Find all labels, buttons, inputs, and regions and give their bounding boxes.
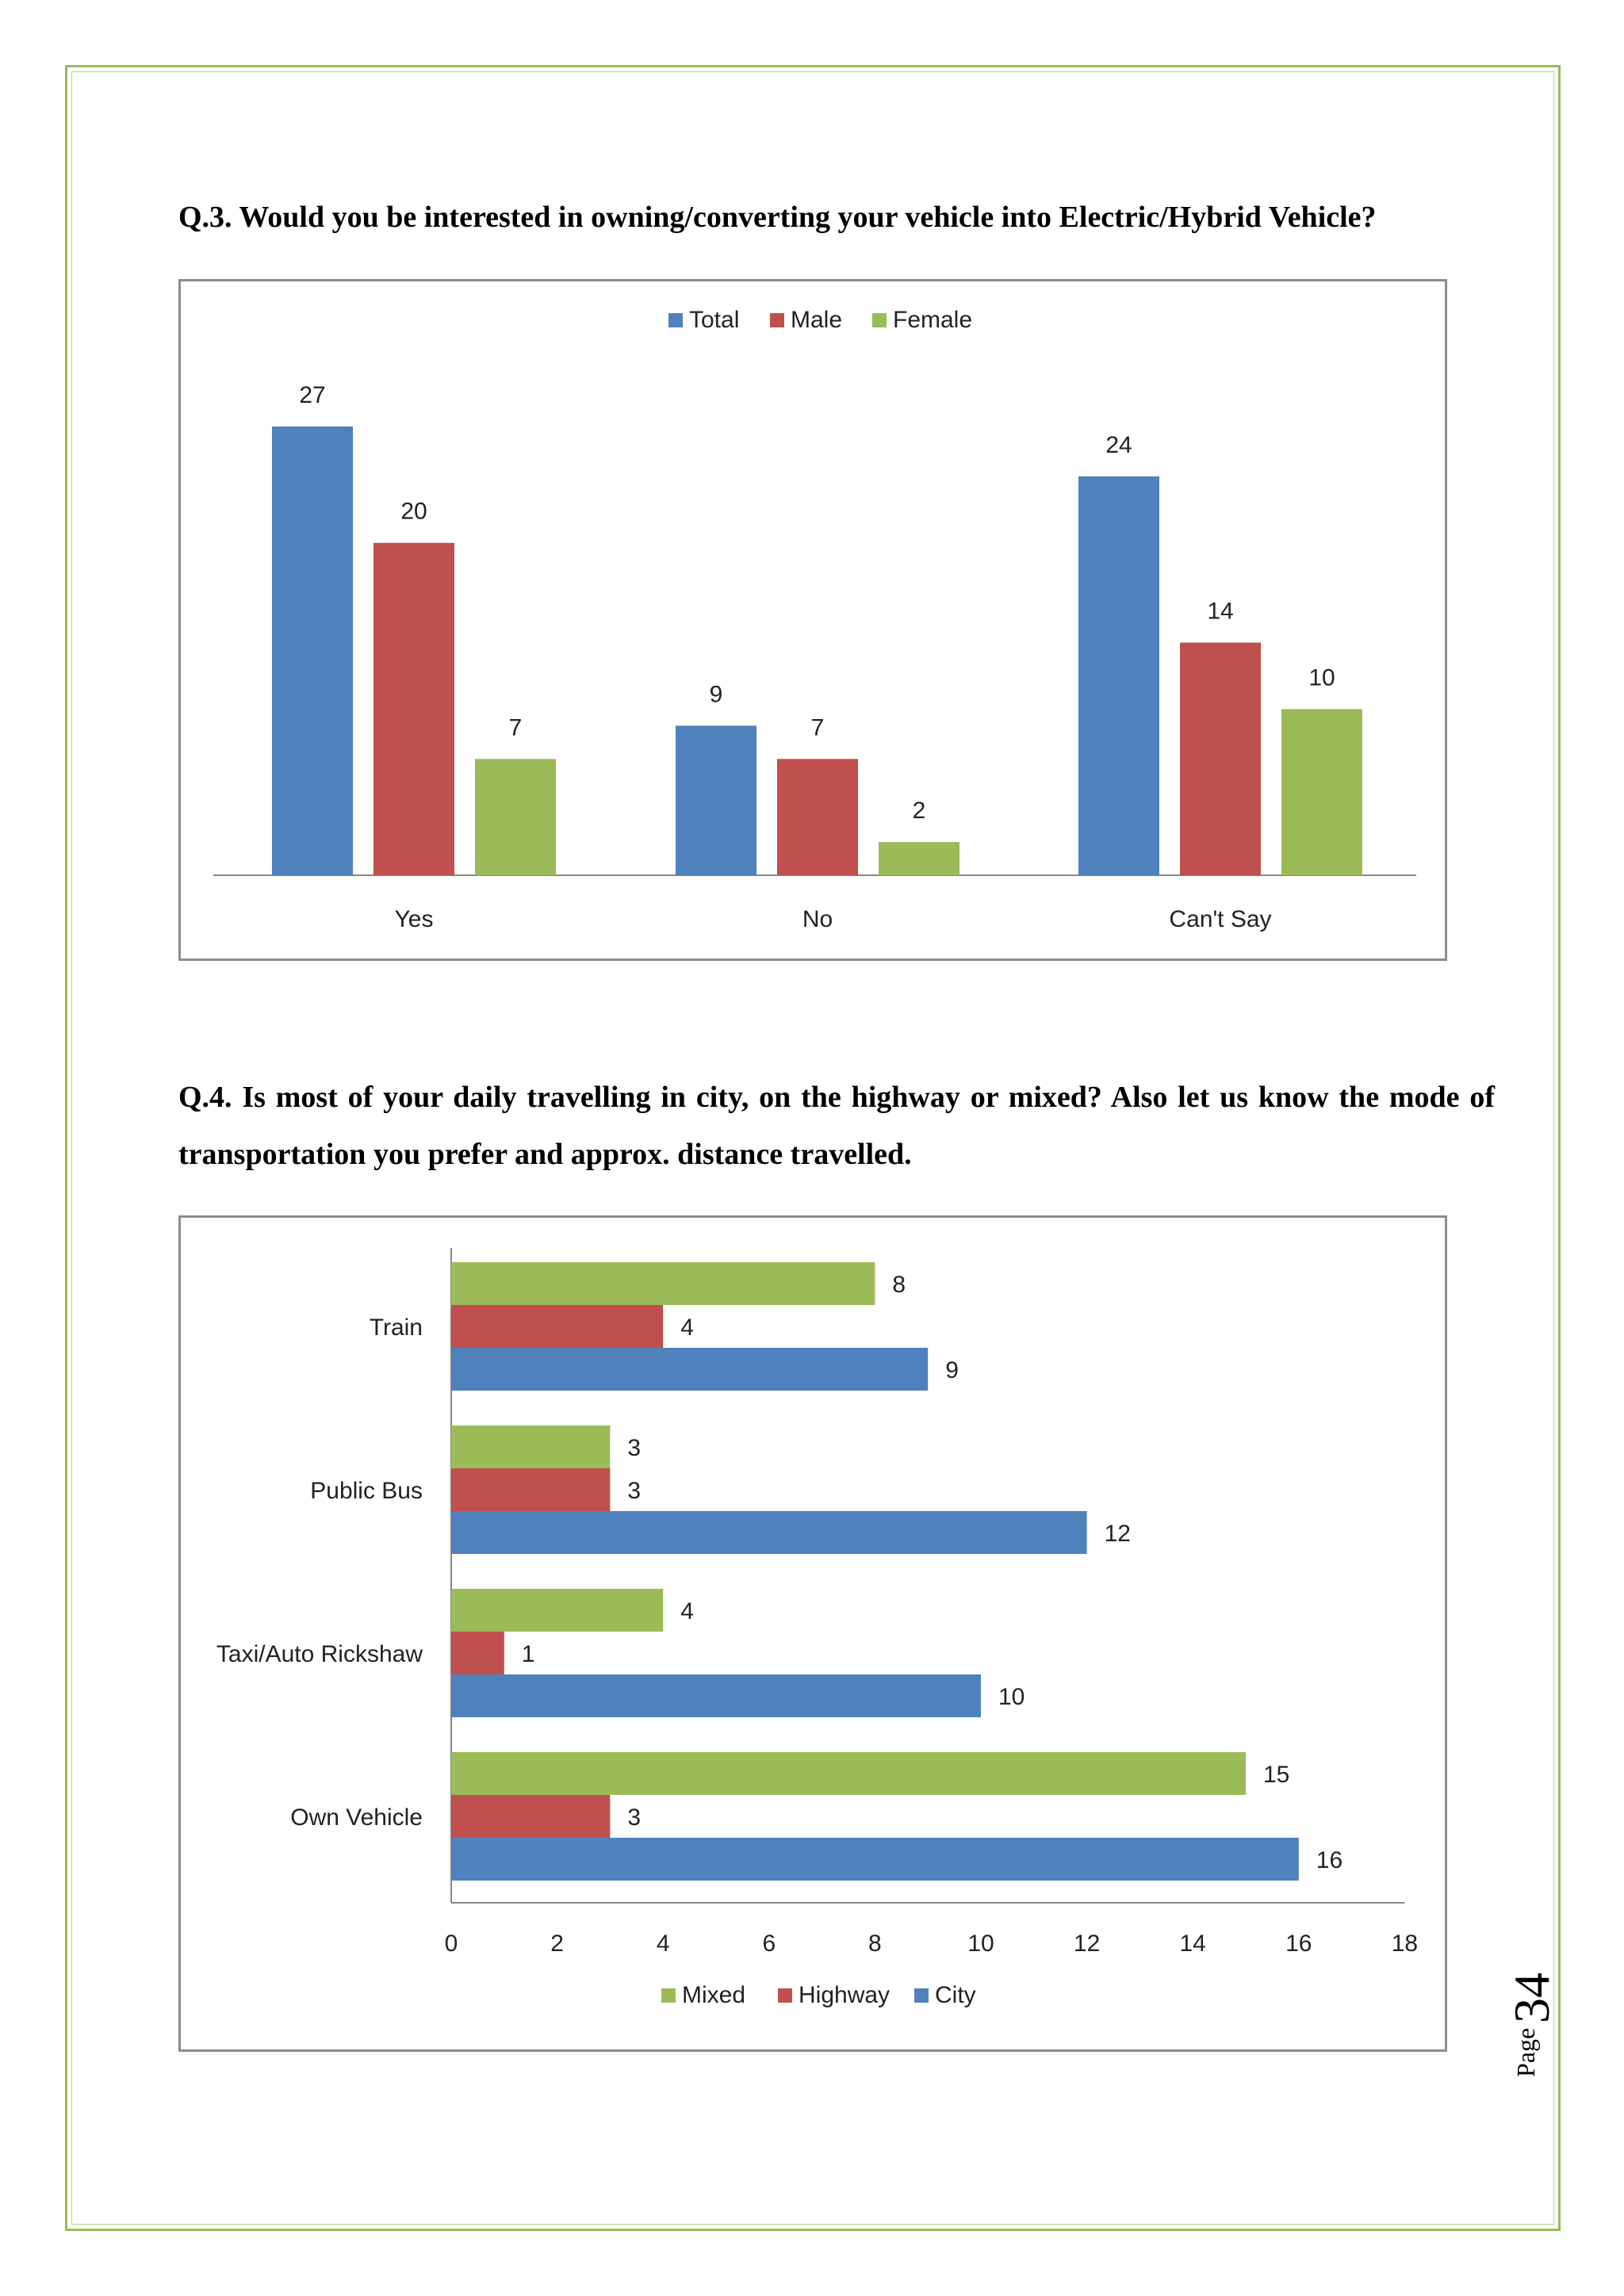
bar-taxi-auto-rickshaw-mixed	[451, 1589, 664, 1632]
legend-label-mixed: Mixed	[682, 1982, 745, 2008]
legend-swatch-male	[770, 313, 784, 327]
data-label-no-female: 2	[913, 798, 926, 824]
legend-swatch-mixed	[661, 1988, 676, 2003]
bar-no-total	[676, 725, 756, 875]
data-label-taxi-auto-rickshaw-city: 10	[998, 1684, 1025, 1710]
data-label-yes-total: 27	[299, 382, 325, 408]
category-label-yes: Yes	[395, 906, 434, 932]
bar-train-city	[451, 1348, 929, 1391]
legend-label-highway: Highway	[799, 1982, 890, 2008]
bar-no-male	[777, 759, 858, 875]
category-label-no: No	[802, 906, 833, 932]
x-tick-label: 14	[1180, 1931, 1206, 1957]
data-label-own-vehicle-mixed: 15	[1263, 1762, 1289, 1788]
q3-question: Q.3. Would you be interested in owning/c…	[178, 201, 1377, 234]
bar-taxi-auto-rickshaw-highway	[451, 1632, 504, 1674]
bar-public-bus-city	[451, 1511, 1087, 1554]
legend-swatch-female	[872, 313, 887, 327]
data-label-can-t-say-female: 10	[1308, 664, 1335, 691]
x-tick-label: 16	[1285, 1931, 1312, 1957]
bar-can-t-say-male	[1180, 642, 1261, 875]
x-tick-label: 12	[1074, 1931, 1100, 1957]
page-number-value: 34	[1503, 1973, 1560, 2023]
x-tick-label: 0	[445, 1931, 458, 1957]
bar-no-female	[879, 842, 959, 875]
bar-yes-male	[373, 542, 454, 875]
data-label-yes-female: 7	[509, 714, 523, 740]
bar-public-bus-mixed	[451, 1425, 611, 1468]
data-label-train-highway: 4	[680, 1314, 694, 1341]
bar-own-vehicle-highway	[451, 1795, 611, 1838]
data-label-own-vehicle-highway: 3	[627, 1804, 641, 1831]
bar-yes-total	[272, 427, 353, 875]
q3-chart-frame: Total Male Female 27 20 7 Yes 9 7 2 No 24 14 10 Can't …	[178, 279, 1447, 961]
data-label-own-vehicle-city: 16	[1316, 1847, 1342, 1873]
page-number: Page 34	[1487, 1950, 1582, 2109]
bar-public-bus-highway	[451, 1468, 611, 1511]
bar-own-vehicle-city	[451, 1838, 1299, 1881]
x-tick-label: 2	[550, 1931, 564, 1957]
q3-bar-chart: Total Male Female 27 20 7 Yes 9 7 2 No 24 14 10 Can't …	[213, 307, 1416, 932]
data-label-can-t-say-total: 24	[1105, 432, 1132, 458]
data-label-no-total: 9	[710, 681, 723, 707]
bar-yes-female	[475, 759, 556, 875]
page-label: Page	[1511, 2028, 1540, 2077]
legend-label-total: Total	[689, 307, 739, 333]
data-label-can-t-say-male: 14	[1207, 599, 1233, 625]
legend-label-city: City	[935, 1982, 976, 2008]
category-label-taxi-auto-rickshaw: Taxi/Auto Rickshaw	[216, 1641, 423, 1667]
bar-train-mixed	[451, 1262, 875, 1305]
x-tick-label: 6	[762, 1931, 776, 1957]
x-tick-label: 4	[657, 1931, 670, 1957]
q4-horizontal-bar-chart: 8 4 9 Train 3 3 12 Public Bus 4 1 10 Taxi/Auto Rick…	[216, 1248, 1418, 2008]
q4-question: Q.4. Is most of your daily travelling in…	[178, 1081, 1495, 1171]
category-label-can-t-say: Can't Say	[1169, 906, 1271, 932]
x-tick-label: 18	[1392, 1931, 1418, 1957]
bar-can-t-say-female	[1281, 709, 1362, 875]
data-label-taxi-auto-rickshaw-highway: 1	[522, 1641, 535, 1667]
legend-swatch-city	[914, 1988, 929, 2003]
category-label-own-vehicle: Own Vehicle	[290, 1804, 423, 1831]
data-label-yes-male: 20	[400, 499, 427, 525]
x-tick-label: 8	[868, 1931, 882, 1957]
bar-can-t-say-total	[1078, 476, 1159, 875]
bar-own-vehicle-mixed	[451, 1752, 1246, 1795]
data-label-taxi-auto-rickshaw-mixed: 4	[680, 1598, 694, 1624]
data-label-train-mixed: 8	[892, 1272, 906, 1298]
legend-label-male: Male	[791, 307, 842, 333]
x-tick-label: 10	[967, 1931, 994, 1957]
data-label-no-male: 7	[811, 714, 825, 740]
category-label-public-bus: Public Bus	[310, 1478, 423, 1504]
data-label-public-bus-mixed: 3	[627, 1435, 641, 1461]
page-border-inner	[71, 71, 1554, 2225]
legend-swatch-total	[668, 313, 683, 327]
data-label-train-city: 9	[945, 1357, 959, 1383]
category-label-train: Train	[370, 1314, 423, 1341]
page-border	[65, 65, 1561, 2231]
data-label-public-bus-city: 12	[1105, 1521, 1131, 1547]
data-label-public-bus-highway: 3	[627, 1478, 641, 1504]
legend-label-female: Female	[893, 307, 972, 333]
bar-taxi-auto-rickshaw-city	[451, 1674, 981, 1717]
legend-swatch-highway	[778, 1988, 792, 2003]
bar-train-highway	[451, 1305, 664, 1348]
q4-chart-frame: 8 4 9 Train 3 3 12 Public Bus 4 1 10 Taxi/Auto Rick…	[178, 1215, 1447, 2052]
